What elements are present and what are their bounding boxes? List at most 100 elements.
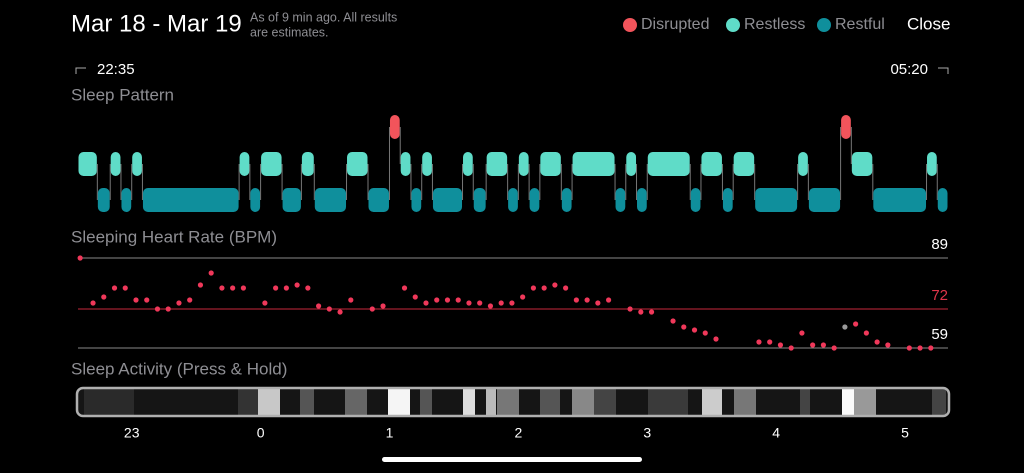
heart-rate-point (509, 300, 515, 306)
heart-rate-point (487, 303, 494, 309)
heart-rate-point (595, 300, 601, 306)
heart-rate-point (767, 339, 773, 345)
heart-rate-point (219, 285, 225, 291)
sleep-segment (97, 188, 110, 212)
heart-rate-point (530, 285, 537, 291)
sleep-segment (432, 188, 463, 212)
heart-rate-point (863, 330, 869, 336)
heart-rate-point (691, 327, 698, 333)
sleep-segment (486, 152, 508, 176)
legend-swatch (726, 18, 740, 32)
heart-rate-point (154, 306, 161, 312)
sleep-segment (282, 188, 301, 212)
heart-rate-point (240, 285, 247, 291)
heart-rate-point (77, 255, 83, 261)
heart-rate-point (434, 297, 440, 303)
sleep-segment (110, 152, 121, 176)
sleep-segment (368, 188, 389, 212)
sleep-segment (798, 152, 808, 176)
legend-label: Disrupted (641, 16, 709, 33)
heart-rate-point (584, 297, 590, 303)
range-corners (75, 67, 949, 74)
heart-rate-point (412, 294, 418, 300)
sleep-segment (937, 188, 948, 212)
heart-rate-point (788, 345, 794, 351)
sleep-segment (422, 152, 432, 176)
heart-rate-point (874, 339, 880, 345)
sleep-segment (508, 188, 518, 212)
heart-rate-point (702, 330, 708, 336)
heart-rate-point (928, 345, 934, 351)
sleep-segment (841, 115, 851, 139)
heart-rate-point (369, 306, 375, 312)
reference-label: 89 (931, 236, 948, 253)
heart-rate-point (541, 285, 547, 291)
sleep-segment (561, 188, 572, 212)
heart-rate-point (455, 297, 461, 303)
heart-rate-point (573, 297, 579, 303)
heart-rate-point (906, 345, 912, 351)
sleep-segment (927, 152, 937, 176)
sleep-segment (733, 152, 755, 176)
title: Mar 18 - Mar 19 (71, 10, 242, 37)
heart-rate-point (230, 285, 236, 291)
heart-rate-point (133, 297, 139, 303)
legend-swatch (623, 18, 637, 32)
heart-rate-point (466, 300, 472, 306)
heart-rate-point (820, 342, 827, 348)
heart-rate-point (670, 318, 676, 324)
heart-rate-point (605, 297, 612, 303)
sleep-segment (389, 115, 400, 139)
start-time: 22:35 (97, 61, 135, 78)
end-time: 05:20 (890, 61, 928, 78)
heart-rate-point (917, 345, 923, 351)
home-indicator (382, 457, 642, 462)
legend-label: Restful (835, 16, 885, 33)
sleep-segment (615, 188, 626, 212)
section-title: Sleep Pattern (71, 85, 174, 104)
heart-rate-point (294, 282, 300, 288)
sleep-segment (473, 188, 486, 212)
heart-rate-point (681, 324, 687, 330)
heart-rate-point (552, 282, 558, 288)
hour-label: 0 (257, 425, 265, 441)
heart-rate-point (810, 342, 816, 348)
heart-rate-point (444, 297, 451, 303)
section-title: Sleeping Heart Rate (BPM) (71, 227, 277, 246)
sleep-segment (572, 152, 615, 176)
sleep-segment (250, 188, 261, 212)
heart-rate-point (498, 300, 504, 306)
sleep-segment (463, 152, 473, 176)
heart-rate-point (885, 342, 891, 348)
sleep-segment (701, 152, 722, 176)
heart-rate-point (713, 336, 719, 342)
sleep-segment (400, 152, 411, 176)
heart-rate-point (305, 285, 311, 291)
sleep-segment (121, 188, 132, 212)
heart-rate-point (111, 285, 118, 291)
heart-rate-point (101, 294, 107, 300)
heart-rate-point (144, 297, 150, 303)
heart-rate-point (777, 342, 784, 348)
hour-label: 1 (386, 425, 394, 441)
heart-rate-point (337, 309, 343, 315)
note: are estimates. (250, 25, 329, 39)
legend-swatch (817, 18, 831, 32)
heart-rate-point (273, 285, 279, 291)
heart-rate-point (627, 306, 633, 312)
close-button[interactable]: Close (907, 14, 950, 33)
sleep-segment (301, 152, 314, 176)
heart-rate-point (348, 297, 354, 303)
heart-rate-point (477, 300, 483, 306)
sleep-segment (540, 152, 561, 176)
section-title: Sleep Activity (Press & Hold) (71, 359, 287, 378)
sleep-segment (411, 188, 422, 212)
heart-rate-point (90, 300, 96, 306)
heart-rate-point (520, 294, 526, 300)
hour-label: 4 (772, 425, 780, 441)
sleep-segment (261, 152, 282, 176)
reference-label: 59 (931, 326, 948, 343)
sleep-segment (637, 188, 647, 212)
heart-rate-point (262, 300, 268, 306)
